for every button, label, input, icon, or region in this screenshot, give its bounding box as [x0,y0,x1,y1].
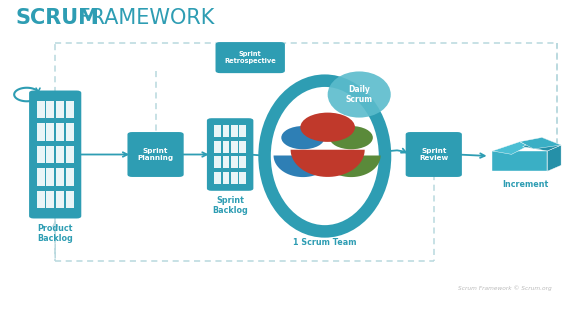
Bar [66,191,74,208]
Text: Daily
Scrum: Daily Scrum [346,85,373,104]
Bar [231,141,237,153]
Bar [47,146,54,163]
Text: Sprint
Retrospective: Sprint Retrospective [224,51,276,64]
Polygon shape [547,145,561,171]
Polygon shape [520,138,561,149]
Text: Sprint
Backlog: Sprint Backlog [212,196,248,215]
FancyBboxPatch shape [29,91,81,218]
Bar [66,168,74,185]
Circle shape [281,126,325,149]
Bar [66,146,74,163]
FancyBboxPatch shape [207,118,254,191]
Bar [56,146,64,163]
Bar [37,124,44,141]
FancyBboxPatch shape [216,42,285,73]
Text: Sprint
Review: Sprint Review [419,148,449,161]
Bar [223,156,229,168]
Text: FRAMEWORK: FRAMEWORK [72,8,215,28]
Bar [47,168,54,185]
Bar [47,124,54,141]
Bar [239,125,246,137]
Bar [47,191,54,208]
Text: Scrum Framework © Scrum.org: Scrum Framework © Scrum.org [458,286,551,291]
Bar [56,168,64,185]
Bar [223,125,229,137]
Bar [214,125,221,137]
Bar [56,191,64,208]
Text: Sprint
Planning: Sprint Planning [137,148,174,161]
Bar [231,156,237,168]
Text: Increment: Increment [503,180,549,189]
Bar [214,156,221,168]
FancyBboxPatch shape [128,132,183,177]
Bar [239,141,246,153]
FancyBboxPatch shape [406,132,462,177]
Bar [239,156,246,168]
Bar [37,146,44,163]
Bar [47,101,54,118]
Polygon shape [290,150,365,177]
Bar [66,124,74,141]
Bar [37,191,44,208]
Bar [231,172,237,184]
Bar [214,141,221,153]
Text: SCRUM: SCRUM [15,8,99,28]
Bar [56,101,64,118]
Circle shape [329,126,373,149]
Polygon shape [322,155,381,177]
Bar [37,101,44,118]
Text: Product
Backlog: Product Backlog [37,224,73,243]
Polygon shape [523,138,561,151]
Bar [231,125,237,137]
Bar [214,172,221,184]
Bar [223,172,229,184]
Circle shape [300,112,355,142]
Bar [239,172,246,184]
Ellipse shape [264,81,385,231]
Polygon shape [492,151,547,171]
Bar [37,168,44,185]
Text: 1 Scrum Team: 1 Scrum Team [293,238,356,247]
Ellipse shape [328,71,391,118]
Polygon shape [492,142,528,154]
Bar [223,141,229,153]
Polygon shape [274,155,332,177]
Bar [66,101,74,118]
Bar [56,124,64,141]
